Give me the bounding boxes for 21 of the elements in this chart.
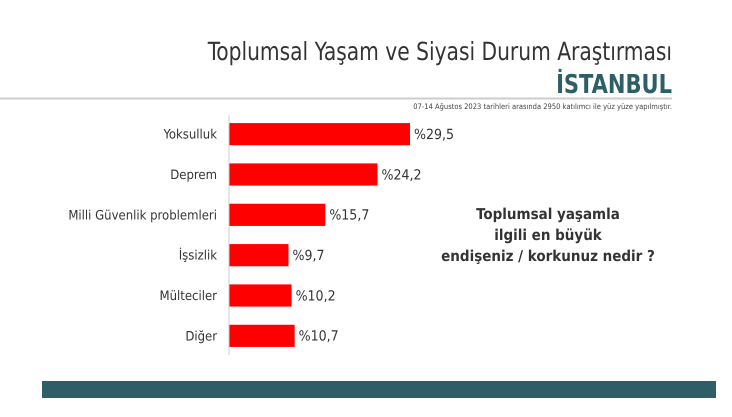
chart-title: Toplumsal Yaşam ve Siyasi Durum Araştırması <box>206 36 672 66</box>
y-tick-label: İşsizlik <box>178 248 218 264</box>
data-label: %24,2 <box>381 167 422 184</box>
bar <box>229 163 378 186</box>
bar <box>229 123 410 146</box>
data-label: %9,7 <box>292 248 325 264</box>
y-tick-label: Mülteciler <box>160 289 218 304</box>
bar <box>229 324 295 347</box>
text: Toplumsal yaşamla ilgili en büyük endişeniz / korkunuz nedir ? <box>441 205 655 265</box>
y-tick-label: Milli Güvenlik problemleri <box>68 208 217 224</box>
data-label: %10,7 <box>298 328 339 345</box>
bar <box>229 244 289 266</box>
data-label: %29,5 <box>414 127 454 144</box>
bar <box>229 284 292 307</box>
text: İSTANBUL <box>556 68 672 100</box>
data-label: %15,7 <box>329 208 370 224</box>
y-tick-label: Deprem <box>170 168 217 184</box>
data-label: %10,2 <box>296 288 336 304</box>
y-tick-label: Yoksulluk <box>162 128 218 143</box>
y-tick-label: Diğer <box>185 329 218 344</box>
bar <box>229 204 326 226</box>
